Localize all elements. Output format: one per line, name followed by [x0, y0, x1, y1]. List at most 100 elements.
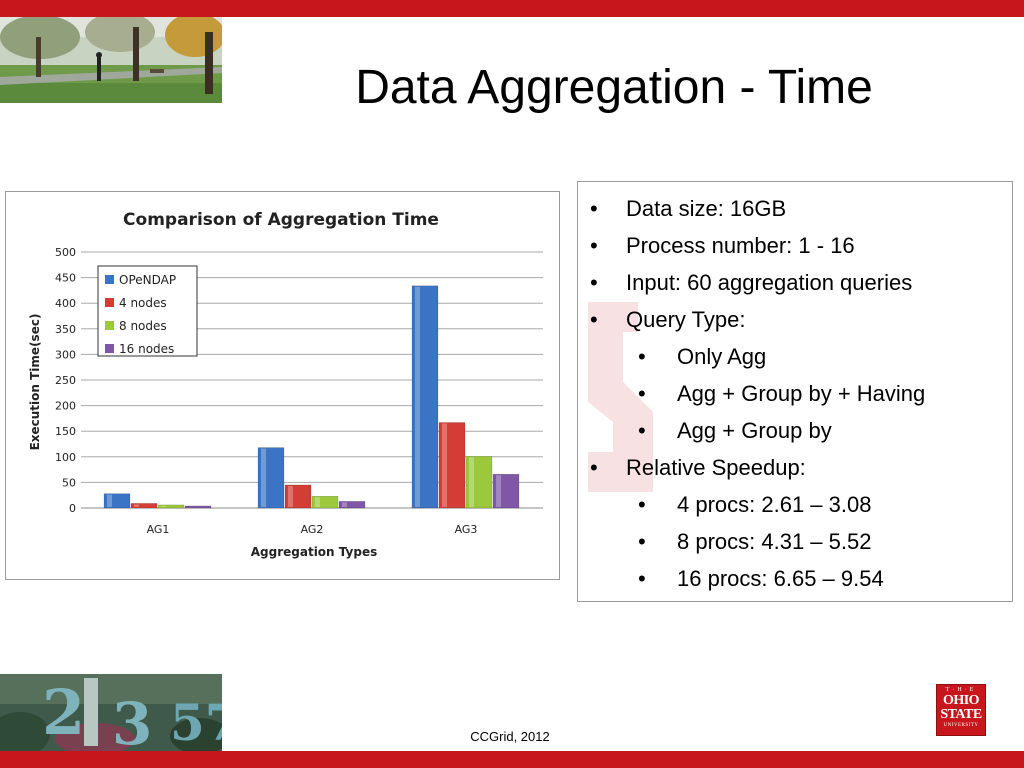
- campus-photo: [0, 17, 222, 103]
- y-tick-label: 150: [55, 425, 76, 438]
- bullet-dot-icon: •: [638, 418, 646, 443]
- bar-highlight: [415, 286, 420, 507]
- svg-text:57: 57: [170, 693, 222, 751]
- bullet-item: • Query Type:: [578, 301, 1012, 338]
- logo-state: STATE: [940, 707, 982, 722]
- bar-highlight: [442, 423, 447, 507]
- bullet-item: • 16 procs: 6.65 – 9.54: [578, 560, 1012, 597]
- bullet-text: Agg + Group by + Having: [677, 381, 926, 406]
- bullet-text: Data size: 16GB: [626, 196, 787, 221]
- y-axis-label: Execution Time(sec): [28, 314, 42, 451]
- bar: [465, 456, 493, 509]
- bar-highlight: [107, 494, 112, 507]
- y-tick-label: 450: [55, 272, 76, 285]
- bullet-item: • Agg + Group by: [578, 412, 1012, 449]
- legend-label: 16 nodes: [119, 342, 174, 356]
- bar: [438, 422, 466, 509]
- top-red-bar: [0, 0, 1024, 17]
- bullet-dot-icon: •: [590, 307, 598, 332]
- logo-university: UNIVERSITY: [943, 723, 979, 728]
- x-tick-label: AG1: [147, 523, 170, 536]
- ohio-state-watermark: [588, 302, 653, 492]
- y-tick-label: 200: [55, 400, 76, 413]
- legend-swatch: [105, 344, 114, 353]
- bullet-text: Only Agg: [677, 344, 767, 369]
- bar-highlight: [469, 457, 474, 507]
- legend-box: [97, 265, 198, 357]
- chart-title: Comparison of Aggregation Time: [123, 210, 439, 230]
- bullet-item: • 4 procs: 2.61 – 3.08: [578, 486, 1012, 523]
- svg-text:2: 2: [42, 676, 85, 749]
- bullet-item: • Input: 60 aggregation queries: [578, 264, 1012, 301]
- svg-text:3: 3: [112, 690, 152, 751]
- bullet-item: • 8 procs: 4.31 – 5.52: [578, 523, 1012, 560]
- bar: [103, 493, 131, 509]
- y-tick-label: 350: [55, 323, 76, 336]
- legend-label: 4 nodes: [119, 296, 167, 310]
- bullet-text: Agg + Group by: [677, 418, 832, 443]
- bullet-dot-icon: •: [638, 529, 646, 554]
- bar: [257, 447, 285, 509]
- bullet-dot-icon: •: [638, 344, 646, 369]
- legend-swatch: [105, 275, 114, 284]
- bar-highlight: [315, 497, 320, 507]
- bullet-text: 16 procs: 6.65 – 9.54: [677, 566, 884, 591]
- ohio-state-logo: T·H·E OHIO STATE UNIVERSITY: [936, 684, 986, 736]
- bar: [184, 505, 212, 509]
- y-tick-label: 0: [69, 502, 76, 515]
- x-axis-label: Aggregation Types: [251, 545, 377, 559]
- bar-highlight: [261, 448, 266, 507]
- logo-ohio: OHIO: [942, 693, 980, 708]
- legend-swatch: [105, 321, 114, 330]
- bar-highlight: [496, 475, 501, 507]
- bullet-panel: • Data size: 16GB • Process number: 1 - 16 •…: [577, 181, 1013, 602]
- bullet-text: Relative Speedup:: [626, 455, 806, 480]
- bullet-dot-icon: •: [638, 566, 646, 591]
- bullet-list: • Data size: 16GB • Process number: 1 - 16 •…: [578, 190, 1012, 597]
- y-tick-label: 100: [55, 451, 76, 464]
- bullet-dot-icon: •: [638, 492, 646, 517]
- bullet-dot-icon: •: [590, 270, 598, 295]
- bullet-dot-icon: •: [590, 196, 598, 221]
- bar: [311, 495, 339, 509]
- y-tick-label: 400: [55, 297, 76, 310]
- bullet-dot-icon: •: [590, 233, 598, 258]
- aggregation-time-chart: Comparison of Aggregation Time 0 50 100 150…: [5, 191, 560, 580]
- bullet-item: • Agg + Group by + Having: [578, 375, 1012, 412]
- bullet-dot-icon: •: [638, 381, 646, 406]
- bar: [284, 484, 312, 509]
- bullet-item: • Process number: 1 - 16: [578, 227, 1012, 264]
- bullet-text: Query Type:: [626, 307, 746, 332]
- bar: [130, 503, 158, 509]
- legend-swatch: [105, 298, 114, 307]
- slide-title: Data Aggregation - Time: [355, 61, 873, 114]
- bullet-item: • Data size: 16GB: [578, 190, 1012, 227]
- y-tick-label: 250: [55, 374, 76, 387]
- y-tick-label: 50: [62, 476, 76, 489]
- footer-text: CCGrid, 2012: [470, 729, 550, 744]
- legend-label: OPeNDAP: [119, 273, 176, 287]
- bar: [411, 285, 439, 509]
- bar: [492, 473, 520, 509]
- bullet-item: • Only Agg: [578, 338, 1012, 375]
- bar-highlight: [342, 502, 347, 507]
- bullet-text: Input: 60 aggregation queries: [626, 270, 913, 295]
- bar-highlight: [288, 485, 293, 507]
- bar-highlight: [161, 505, 166, 507]
- number-sculpture-photo: 2 3 57: [0, 674, 222, 751]
- bar: [338, 501, 366, 509]
- bar: [157, 504, 185, 509]
- bullet-dot-icon: •: [590, 455, 598, 480]
- x-tick-label: AG3: [455, 523, 478, 536]
- y-tick-label: 300: [55, 348, 76, 361]
- bullet-text: 4 procs: 2.61 – 3.08: [677, 492, 872, 517]
- legend-label: 8 nodes: [119, 319, 167, 333]
- y-tick-label: 500: [55, 246, 76, 259]
- bullet-text: Process number: 1 - 16: [626, 233, 855, 258]
- bullet-item: • Relative Speedup:: [578, 449, 1012, 486]
- logo-the: T·H·E: [945, 687, 977, 693]
- bottom-red-bar: [0, 751, 1024, 768]
- chart-legend: OPeNDAP 4 nodes 8 nodes 16 nodes: [97, 265, 198, 357]
- x-tick-label: AG2: [301, 523, 324, 536]
- bullet-text: 8 procs: 4.31 – 5.52: [677, 529, 872, 554]
